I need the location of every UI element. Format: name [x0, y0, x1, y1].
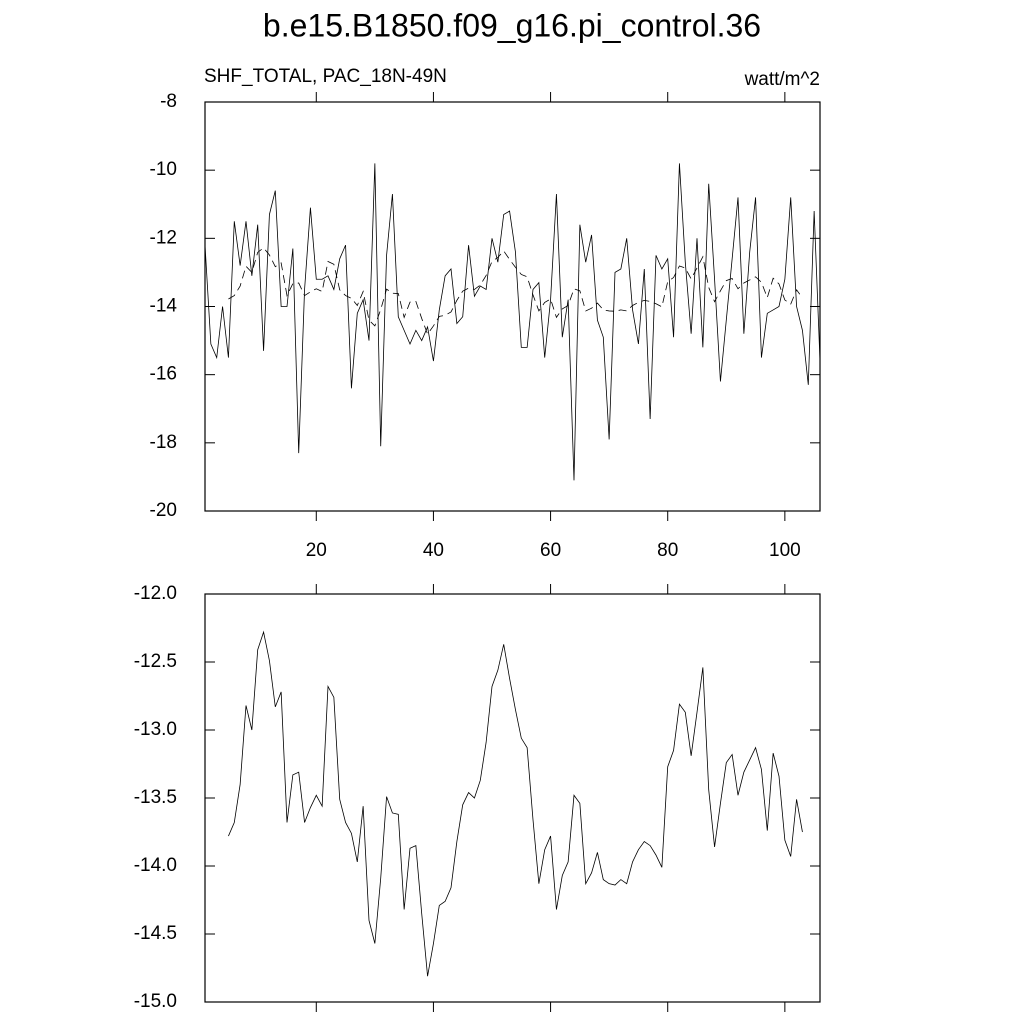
y-tick-label: -15.0 [134, 991, 177, 1012]
x-tick-label: 40 [423, 540, 444, 561]
plot-frame [204, 593, 821, 1003]
y-tick-label: -12 [150, 227, 177, 248]
y-tick-label: -20 [150, 500, 177, 521]
x-tick-label: 60 [540, 540, 561, 561]
units-label: watt/m^2 [744, 69, 820, 90]
y-tick-label: -13.5 [134, 787, 177, 808]
data-line [228, 247, 803, 335]
y-tick-label: -18 [150, 432, 177, 453]
x-tick-label: 20 [306, 540, 327, 561]
y-tick-label: -16 [150, 364, 177, 385]
subtitle: SHF_TOTAL, PAC_18N-49N [204, 66, 447, 87]
y-tick-label: -12.5 [134, 651, 177, 672]
data-line [204, 163, 821, 481]
y-tick-label: -13.0 [134, 719, 177, 740]
data-line [228, 630, 803, 977]
x-tick-label: 80 [657, 540, 678, 561]
y-tick-label: -8 [160, 91, 177, 112]
y-tick-label: -14.5 [134, 923, 177, 944]
y-tick-label: -14.0 [134, 855, 177, 876]
y-tick-label: -12.0 [134, 583, 177, 604]
x-tick-label: 100 [769, 540, 801, 561]
y-tick-label: -10 [150, 159, 177, 180]
y-tick-label: -14 [150, 296, 178, 317]
figure-title: b.e15.B1850.f09_g16.pi_control.36 [263, 7, 761, 43]
